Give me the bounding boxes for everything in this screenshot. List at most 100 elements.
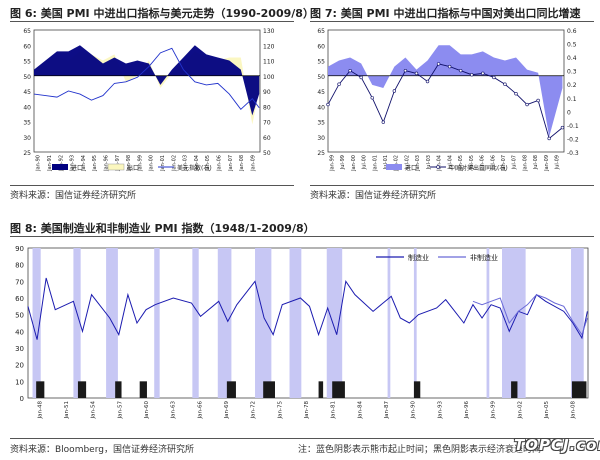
fig8-x-tick: Jan-05 [544,401,550,420]
fig6-y-right-tick: 110 [263,59,275,66]
fig7-x-tick: Jan-06 [480,155,486,172]
fig6-y-right-tick: 90 [263,89,271,96]
fig8-x-tick: Jan-84 [357,401,363,420]
fig7-china-export-point [348,68,352,73]
fig7-china-export-point [359,75,363,80]
fig8-bear-market-band [502,248,526,398]
fig8-x-tick: Jan-60 [144,401,150,420]
fig7-x-tick: Jul-04 [447,155,453,170]
fig7-import-area [328,45,563,137]
fig8-bear-market-band [255,248,272,398]
fig6-title-rule [10,21,294,22]
site-watermark: TOPCJ.com [514,436,600,454]
fig8-x-tick: Jan-54 [91,401,97,420]
fig7-x-tick: Jan-08 [522,155,528,172]
fig8-x-tick: Jan-87 [384,401,390,420]
fig7-china-export-point [326,102,330,107]
fig7-china-export-point [481,71,485,76]
fig8-recession-bar [332,381,345,398]
fig8-y-tick: 0 [20,395,24,403]
fig6-legend-import: 进口 [71,164,83,172]
fig7-x-tick: Jan-01 [372,155,378,172]
fig7-y-right-tick: 0.6 [567,28,577,35]
fig7-x-tick: Jul-06 [490,155,496,170]
fig8-x-tick: Jan-66 [197,401,203,420]
fig7-y-right-tick: 0 [567,109,571,116]
fig7-title-rule [310,21,594,22]
fig8-recession-bar [36,381,45,398]
fig7-china-export-point [381,120,385,124]
fig6-legend-swatch-export [107,163,125,171]
fig6-legend-swatch-import [52,164,68,170]
fig8-x-tick: Jan-48 [37,401,43,420]
fig7-china-export-point [470,73,474,77]
fig8-legend-nonmanufacturing: 非制造业 [470,253,498,262]
fig8-x-tick: Jan-99 [491,401,497,420]
fig6-y-left-tick: 50 [23,74,31,81]
fig6-y-left-tick: 35 [23,120,31,127]
fig6-legend-usd: 美元指数(右) [177,164,212,172]
fig8-y-tick: 50 [15,312,24,320]
fig8-y-tick: 40 [15,328,24,336]
fig7-y-right-tick: -0.3 [567,150,579,157]
fig7-china-export-point [492,75,496,80]
fig7-china-export-point [525,102,529,107]
fig6-import-area [34,45,260,116]
fig8-recession-bar [115,381,122,398]
fig7-x-tick: Jan-99 [329,155,335,172]
fig6-y-right-tick: 50 [263,150,271,157]
fig6-x-tick: Jan-07 [228,155,234,172]
fig8-x-tick: Jan-81 [331,401,337,419]
fig6-chart: 65 60 55 50 45 40 35 30 25 130 120 110 100 90 80 70 60 50… [23,28,275,172]
fig7-china-export-point [459,68,463,73]
fig7-y-right-tick: 0.4 [567,55,577,62]
fig8-bear-market-band [413,248,417,398]
fig8-recession-bar [318,381,324,398]
fig7-china-export-line [327,63,563,140]
fig7-y-right-tick: 0.2 [567,82,577,89]
fig7-x-tick: Jul-99 [340,155,346,170]
fig8-x-tick: Jan-72 [251,401,257,419]
fig8-recession-bar [226,381,236,398]
fig6-x-tick: Jan-04 [194,155,200,172]
fig6-y-left-tick: 65 [23,28,31,35]
fig6-y-right-tick: 130 [263,28,275,35]
fig8-bear-market-band [387,248,391,398]
fig7-x-tick: Jan-02 [394,155,400,172]
fig6-y-right-tick: 120 [263,43,275,50]
fig8-y-tick: 60 [15,295,24,303]
fig8-y-tick: 80 [15,262,24,270]
fig8-x-tick: Jan-75 [277,401,283,420]
fig7-y-right-tick: 0.3 [567,69,577,76]
fig7-x-tick: Jul-09 [555,155,561,170]
fig7-y-left-tick: 35 [317,120,325,127]
fig8-legend-manufacturing: 制造业 [408,253,429,262]
fig7-y-left-tick: 65 [317,28,325,35]
fig7-y-right-tick: -0.1 [567,123,579,130]
fig7-china-export-point [514,92,518,96]
fig6-y-right-tick: 60 [263,135,271,142]
fig7-x-tick: Jan-05 [458,155,464,172]
fig6-x-tick: Jan-08 [239,155,245,172]
fig8-bear-market-band [73,248,81,398]
fig6-legend-export: 出口 [127,164,139,172]
fig7-x-tick: Jan-03 [415,155,421,172]
fig7-x-tick: Jul-00 [362,155,368,170]
fig6-x-tick: Jan-06 [216,155,222,172]
fig8-y-tick: 90 [15,245,24,253]
fig7-y-left-tick: 25 [317,150,325,157]
fig6-x-tick: Jan-91 [47,155,53,172]
fig8-bear-market-band [192,248,199,398]
fig8-recession-bar [77,381,87,398]
fig6-x-tick: Jan-00 [149,155,155,172]
fig8-x-tick: Jan-63 [171,401,177,420]
fig7-china-export-point [370,96,374,100]
fig7-y-right-tick: 0.1 [567,96,577,103]
fig7-x-tick: Jul-01 [383,155,389,170]
fig7-x-tick: Jan-09 [544,155,550,172]
fig8-x-tick: Jan-02 [517,401,523,419]
fig6-x-tick: Jan-99 [137,155,143,172]
fig7-china-export-point [560,125,565,130]
fig7-x-tick: Jan-07 [501,155,507,172]
fig7-legend-china: 中国对美出口同比(右) [449,164,508,172]
